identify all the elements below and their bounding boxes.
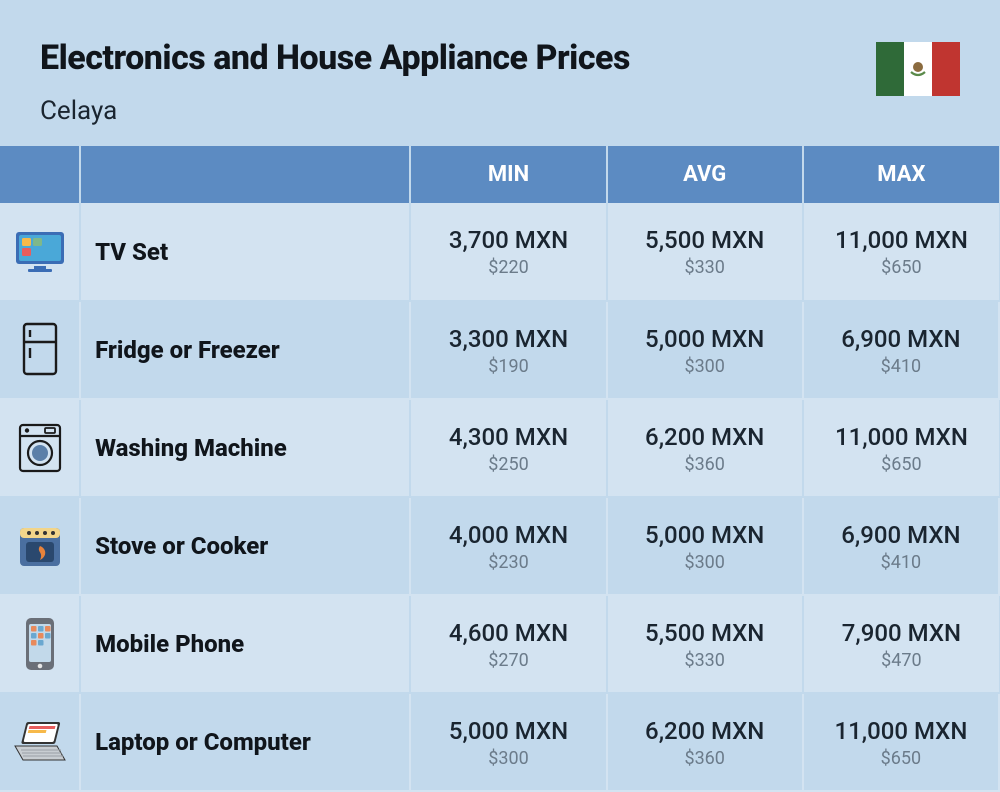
avg-usd: $330 <box>608 257 802 278</box>
max-cell: 6,900 MXN $410 <box>803 301 999 399</box>
min-usd: $190 <box>411 356 605 377</box>
col-max: MAX <box>803 146 999 203</box>
avg-usd: $360 <box>608 748 802 769</box>
max-cell: 11,000 MXN $650 <box>803 693 999 791</box>
phone-icon <box>0 595 80 693</box>
min-cell: 3,300 MXN $190 <box>410 301 606 399</box>
avg-cell: 6,200 MXN $360 <box>607 399 803 497</box>
fridge-icon <box>0 301 80 399</box>
avg-cell: 5,000 MXN $300 <box>607 497 803 595</box>
avg-usd: $300 <box>608 356 802 377</box>
avg-usd: $330 <box>608 650 802 671</box>
avg-mxn: 5,500 MXN <box>608 618 802 648</box>
min-cell: 3,700 MXN $220 <box>410 203 606 301</box>
item-name: Laptop or Computer <box>80 693 410 791</box>
washer-icon <box>0 399 80 497</box>
laptop-icon <box>0 693 80 791</box>
min-mxn: 4,300 MXN <box>411 422 605 452</box>
min-usd: $250 <box>411 454 605 475</box>
max-usd: $410 <box>804 356 998 377</box>
max-usd: $650 <box>804 257 999 278</box>
min-cell: 4,000 MXN $230 <box>410 497 606 595</box>
min-cell: 4,300 MXN $250 <box>410 399 606 497</box>
min-usd: $300 <box>411 748 605 769</box>
page-subtitle: Celaya <box>40 96 960 126</box>
avg-mxn: 6,200 MXN <box>608 716 802 746</box>
page-title: Electronics and House Appliance Prices <box>40 38 960 78</box>
max-cell: 11,000 MXN $650 <box>803 399 999 497</box>
min-usd: $270 <box>411 650 605 671</box>
avg-mxn: 5,000 MXN <box>608 520 802 550</box>
table-row: Stove or Cooker 4,000 MXN $230 5,000 MXN… <box>0 497 999 595</box>
table-header-row: MIN AVG MAX <box>0 146 999 203</box>
price-table: MIN AVG MAX TV Set 3,700 MXN $220 5,500 … <box>0 146 1000 792</box>
min-cell: 4,600 MXN $270 <box>410 595 606 693</box>
avg-usd: $300 <box>608 552 802 573</box>
max-mxn: 6,900 MXN <box>804 520 998 550</box>
stove-icon <box>0 497 80 595</box>
min-mxn: 4,600 MXN <box>411 618 605 648</box>
table-row: Mobile Phone 4,600 MXN $270 5,500 MXN $3… <box>0 595 999 693</box>
min-mxn: 4,000 MXN <box>411 520 605 550</box>
max-mxn: 11,000 MXN <box>804 422 999 452</box>
min-cell: 5,000 MXN $300 <box>410 693 606 791</box>
max-cell: 11,000 MXN $650 <box>803 203 999 301</box>
table-row: TV Set 3,700 MXN $220 5,500 MXN $330 11,… <box>0 203 999 301</box>
min-mxn: 3,700 MXN <box>411 225 605 255</box>
max-usd: $410 <box>804 552 998 573</box>
avg-cell: 5,500 MXN $330 <box>607 595 803 693</box>
tv-icon <box>0 203 80 301</box>
max-cell: 7,900 MXN $470 <box>803 595 999 693</box>
avg-mxn: 6,200 MXN <box>608 422 802 452</box>
avg-cell: 6,200 MXN $360 <box>607 693 803 791</box>
avg-mxn: 5,000 MXN <box>608 324 802 354</box>
col-avg: AVG <box>607 146 803 203</box>
avg-cell: 5,000 MXN $300 <box>607 301 803 399</box>
item-name: TV Set <box>80 203 410 301</box>
mexico-flag-icon <box>876 42 960 96</box>
max-mxn: 7,900 MXN <box>804 618 999 648</box>
min-mxn: 3,300 MXN <box>411 324 605 354</box>
max-mxn: 11,000 MXN <box>804 225 999 255</box>
item-name: Mobile Phone <box>80 595 410 693</box>
col-min: MIN <box>410 146 606 203</box>
max-mxn: 11,000 MXN <box>804 716 998 746</box>
table-row: Laptop or Computer 5,000 MXN $300 6,200 … <box>0 693 999 791</box>
header: Electronics and House Appliance Prices C… <box>0 0 1000 146</box>
col-icon <box>0 146 80 203</box>
max-usd: $650 <box>804 748 998 769</box>
item-name: Stove or Cooker <box>80 497 410 595</box>
table-row: Fridge or Freezer 3,300 MXN $190 5,000 M… <box>0 301 999 399</box>
max-cell: 6,900 MXN $410 <box>803 497 999 595</box>
item-name: Washing Machine <box>80 399 410 497</box>
col-name <box>80 146 410 203</box>
max-usd: $650 <box>804 454 999 475</box>
min-mxn: 5,000 MXN <box>411 716 605 746</box>
table-row: Washing Machine 4,300 MXN $250 6,200 MXN… <box>0 399 999 497</box>
item-name: Fridge or Freezer <box>80 301 410 399</box>
max-mxn: 6,900 MXN <box>804 324 998 354</box>
min-usd: $220 <box>411 257 605 278</box>
price-page: Electronics and House Appliance Prices C… <box>0 0 1000 776</box>
avg-usd: $360 <box>608 454 802 475</box>
max-usd: $470 <box>804 650 999 671</box>
min-usd: $230 <box>411 552 605 573</box>
avg-mxn: 5,500 MXN <box>608 225 802 255</box>
avg-cell: 5,500 MXN $330 <box>607 203 803 301</box>
